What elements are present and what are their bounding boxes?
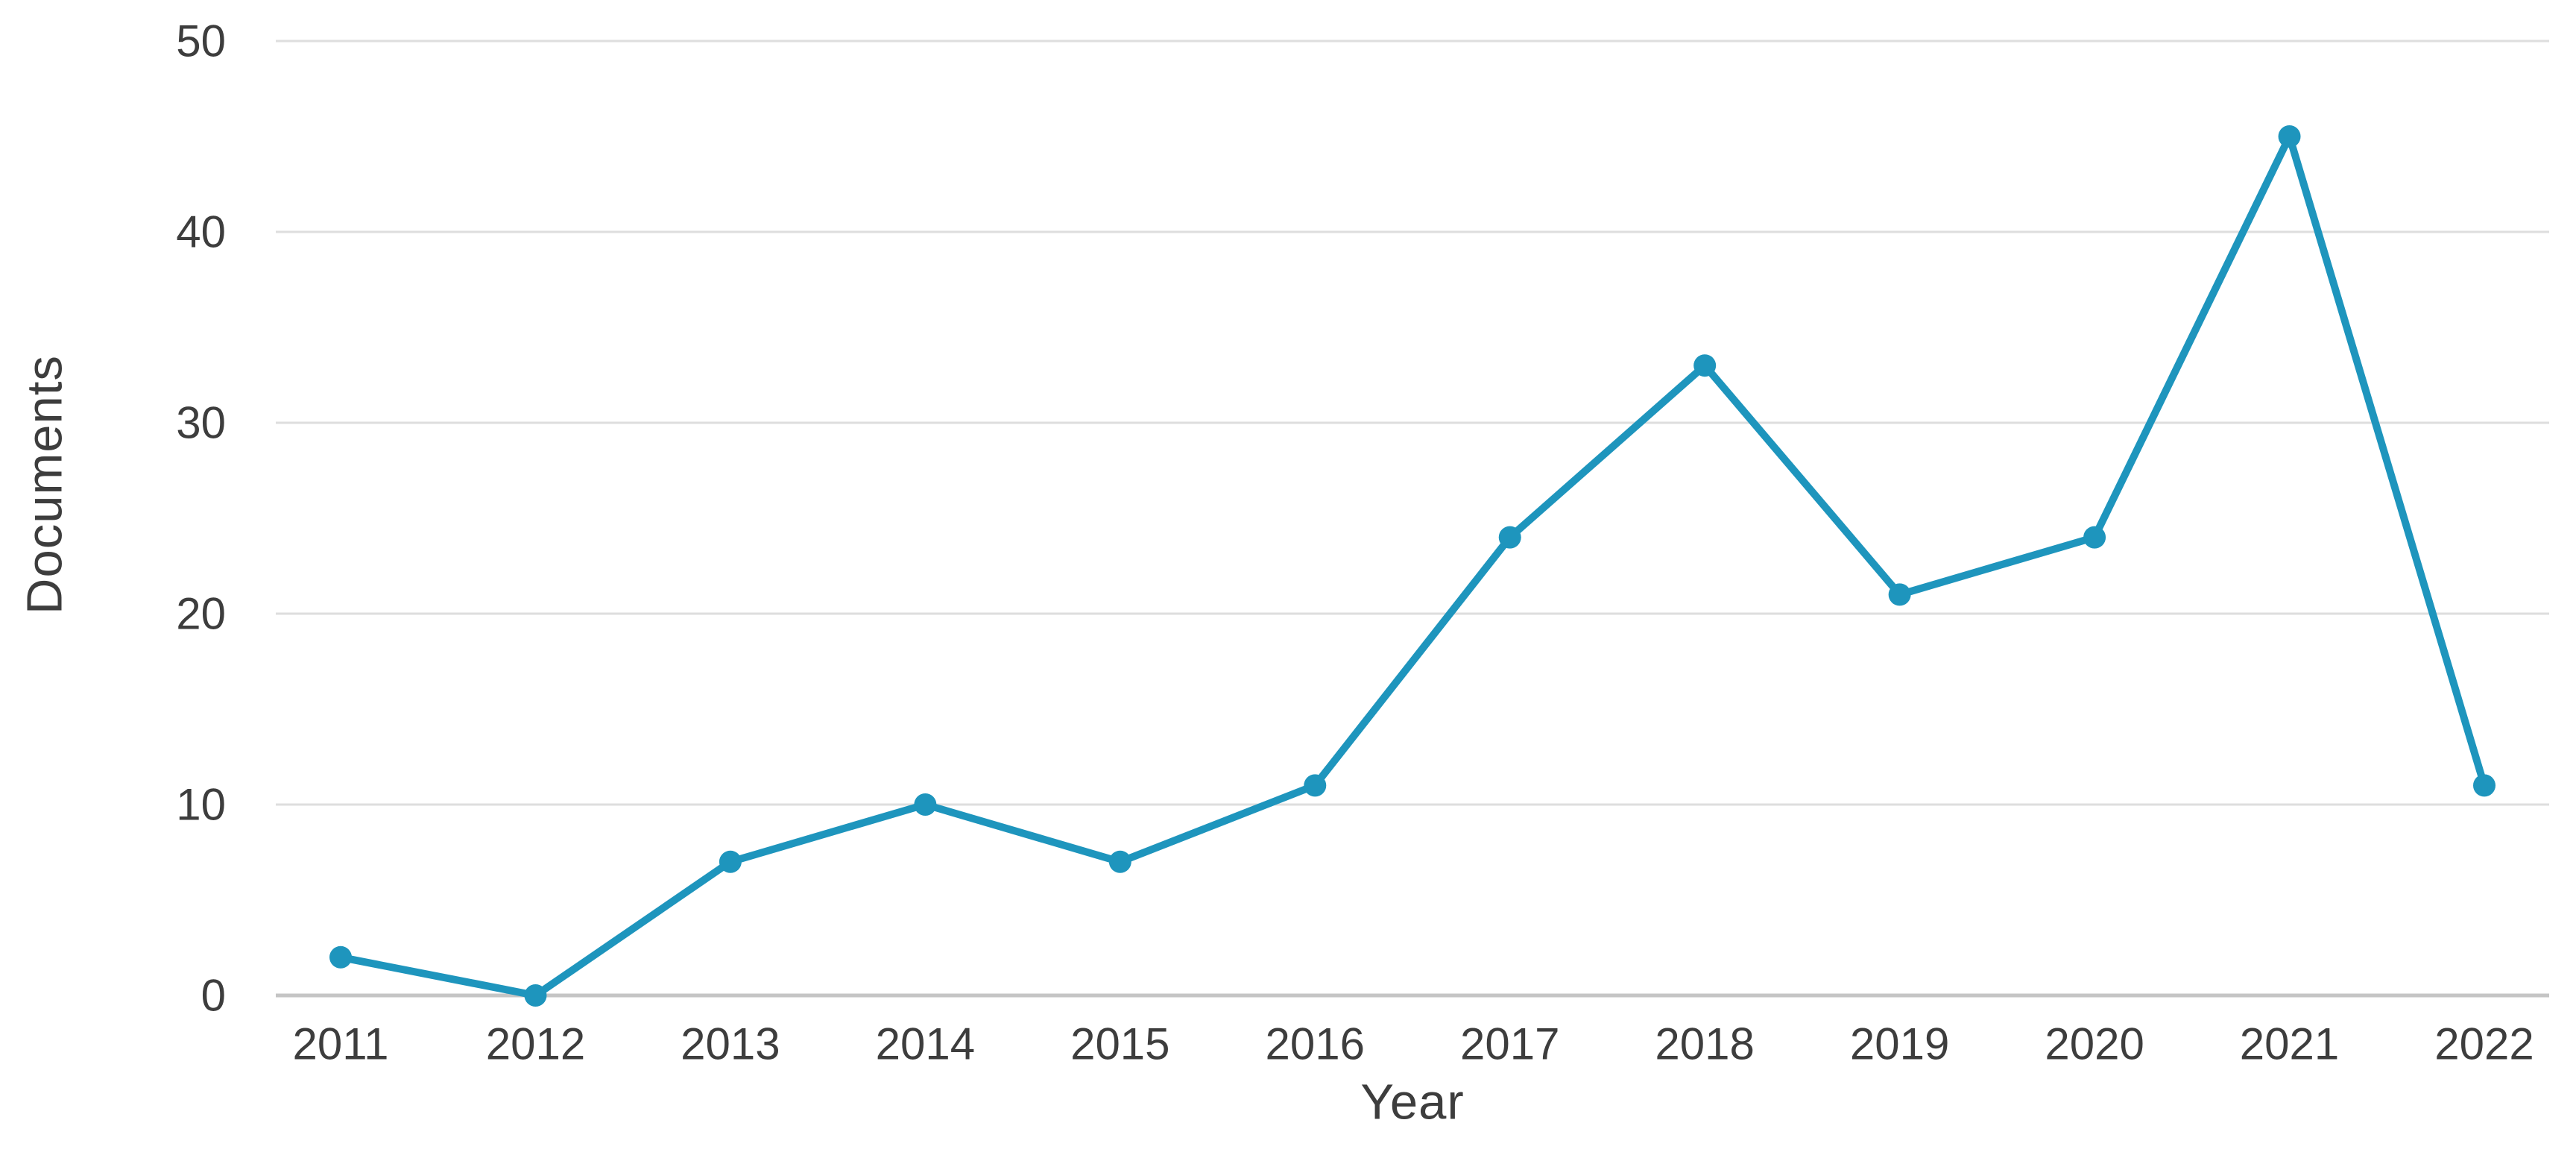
x-tick-label: 2020 bbox=[2045, 1019, 2144, 1069]
x-tick-label: 2018 bbox=[1655, 1019, 1755, 1069]
y-tick-label: 20 bbox=[176, 588, 226, 639]
data-point-marker bbox=[1108, 850, 1131, 873]
data-point-marker bbox=[329, 945, 352, 969]
data-point-marker bbox=[719, 850, 742, 873]
data-point-marker bbox=[1498, 526, 1521, 549]
y-tick-label: 50 bbox=[176, 16, 226, 66]
x-tick-label: 2019 bbox=[1849, 1019, 1950, 1069]
y-axis-title: Documents bbox=[16, 355, 73, 614]
data-point-marker bbox=[524, 984, 547, 1007]
y-tick-label: 0 bbox=[201, 970, 226, 1021]
data-point-marker bbox=[1888, 583, 1911, 606]
data-point-marker bbox=[1693, 354, 1717, 377]
data-point-marker bbox=[914, 793, 937, 816]
y-tick-label: 30 bbox=[176, 397, 226, 448]
x-tick-label: 2014 bbox=[875, 1019, 976, 1069]
x-axis-title: Year bbox=[1360, 1074, 1465, 1130]
y-tick-label: 10 bbox=[176, 779, 226, 830]
data-point-marker bbox=[1304, 774, 1327, 797]
data-point-marker bbox=[2083, 526, 2106, 549]
series-line bbox=[337, 133, 2488, 999]
x-tick-label: 2016 bbox=[1265, 1019, 1366, 1069]
x-tick-label: 2022 bbox=[2434, 1019, 2534, 1069]
x-tick-label: 2011 bbox=[292, 1019, 389, 1069]
data-point-marker bbox=[2473, 774, 2496, 797]
x-tick-label: 2013 bbox=[681, 1019, 780, 1069]
x-tick-label: 2021 bbox=[2239, 1019, 2340, 1069]
y-tick-label: 40 bbox=[176, 207, 226, 257]
x-tick-label: 2015 bbox=[1070, 1019, 1170, 1069]
x-tick-label: 2017 bbox=[1459, 1019, 1560, 1069]
data-point-marker bbox=[2278, 125, 2301, 148]
x-tick-label: 2012 bbox=[485, 1019, 586, 1069]
